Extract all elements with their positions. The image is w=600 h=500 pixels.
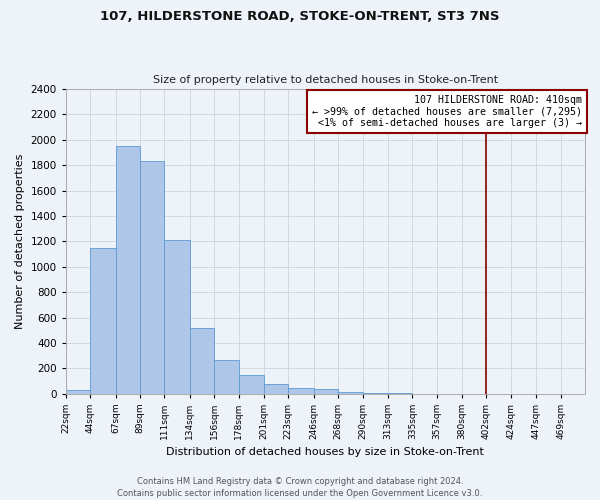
Bar xyxy=(214,360,239,394)
Y-axis label: Number of detached properties: Number of detached properties xyxy=(15,154,25,329)
Bar xyxy=(289,388,314,394)
X-axis label: Distribution of detached houses by size in Stoke-on-Trent: Distribution of detached houses by size … xyxy=(166,448,484,458)
Bar xyxy=(116,146,140,394)
Bar xyxy=(164,240,190,394)
Bar xyxy=(90,248,116,394)
Bar xyxy=(362,393,388,394)
Text: Contains HM Land Registry data © Crown copyright and database right 2024.
Contai: Contains HM Land Registry data © Crown c… xyxy=(118,476,482,498)
Bar xyxy=(264,384,289,394)
Bar xyxy=(239,375,264,394)
Title: Size of property relative to detached houses in Stoke-on-Trent: Size of property relative to detached ho… xyxy=(153,76,498,86)
Bar xyxy=(140,162,164,394)
Text: 107 HILDERSTONE ROAD: 410sqm
← >99% of detached houses are smaller (7,295)
<1% o: 107 HILDERSTONE ROAD: 410sqm ← >99% of d… xyxy=(313,95,583,128)
Bar xyxy=(190,328,214,394)
Text: 107, HILDERSTONE ROAD, STOKE-ON-TRENT, ST3 7NS: 107, HILDERSTONE ROAD, STOKE-ON-TRENT, S… xyxy=(100,10,500,23)
Bar xyxy=(314,388,338,394)
Bar xyxy=(338,392,362,394)
Bar xyxy=(388,393,412,394)
Bar xyxy=(66,390,90,394)
